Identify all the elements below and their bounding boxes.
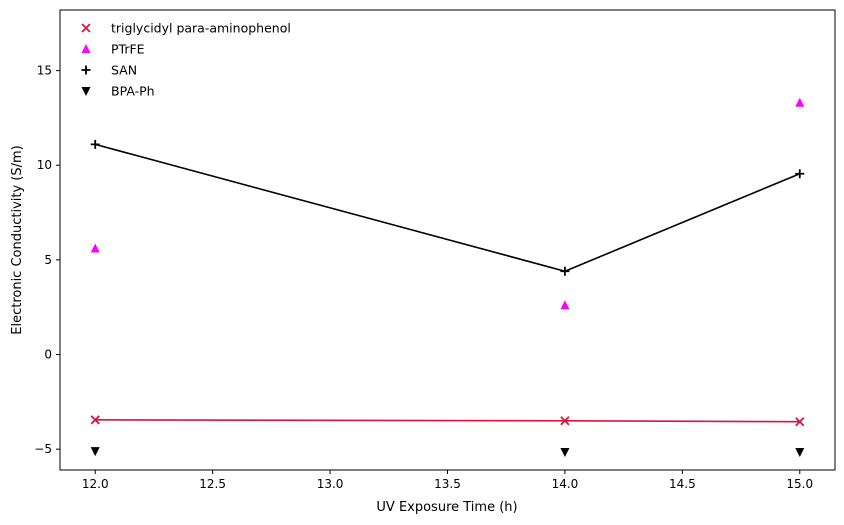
- data-point: [560, 266, 570, 276]
- data-point: [90, 415, 100, 425]
- x-tick-label: 12.5: [199, 477, 226, 491]
- y-tick-label: 15: [37, 64, 52, 78]
- series-layer: [90, 97, 805, 458]
- y-tick-label: 5: [44, 253, 52, 267]
- series-0: [90, 415, 805, 427]
- data-point: [90, 139, 100, 149]
- x-axis-label: UV Exposure Time (h): [376, 500, 517, 515]
- data-point: [90, 447, 100, 457]
- data-point-stroke: [795, 169, 805, 179]
- legend-marker: [81, 44, 91, 53]
- data-point: [795, 169, 805, 179]
- legend-marker: [81, 65, 91, 75]
- legend-label: BPA-Ph: [111, 84, 155, 99]
- legend-label: SAN: [111, 63, 137, 78]
- data-point-stroke: [560, 416, 570, 426]
- legend: triglycidyl para-aminophenol PTrFE SAN BPA-…: [81, 21, 291, 99]
- series-3: [90, 447, 805, 458]
- data-point-stroke: [795, 417, 805, 427]
- series-1: [90, 97, 805, 310]
- series-2: [90, 139, 805, 276]
- data-point: [795, 97, 805, 107]
- x-tick-label: 14.5: [669, 477, 696, 491]
- x-tick-label: 13.5: [434, 477, 461, 491]
- data-point-stroke: [90, 415, 100, 425]
- y-tick-label: 10: [37, 158, 52, 172]
- y-tick-label: −5: [34, 442, 52, 456]
- legend-marker-stroke: [81, 23, 91, 33]
- y-tick-label: 0: [44, 348, 52, 362]
- x-tick-label: 13.0: [317, 477, 344, 491]
- legend-label: triglycidyl para-aminophenol: [111, 21, 291, 36]
- x-tick-label: 15.0: [786, 477, 813, 491]
- legend-marker-stroke: [81, 65, 91, 75]
- data-point: [795, 417, 805, 427]
- legend-marker: [81, 23, 91, 33]
- data-point-stroke: [560, 266, 570, 276]
- data-point: [560, 300, 570, 310]
- x-tick-label: 12.0: [82, 477, 109, 491]
- x-tick-label: 14.0: [552, 477, 579, 491]
- data-point: [560, 448, 570, 458]
- data-point: [560, 416, 570, 426]
- legend-label: PTrFE: [111, 42, 145, 57]
- y-axis-label: Electronic Conductivity (S/m): [10, 145, 25, 335]
- x-axis-ticks: 12.0 12.5 13.0 13.5 14.0 14.5 15.0: [82, 470, 813, 491]
- y-axis-ticks: −5 0 5 10 15: [34, 64, 60, 456]
- data-point: [90, 243, 100, 253]
- legend-marker: [81, 87, 91, 96]
- data-point: [795, 448, 805, 458]
- data-point-stroke: [90, 139, 100, 149]
